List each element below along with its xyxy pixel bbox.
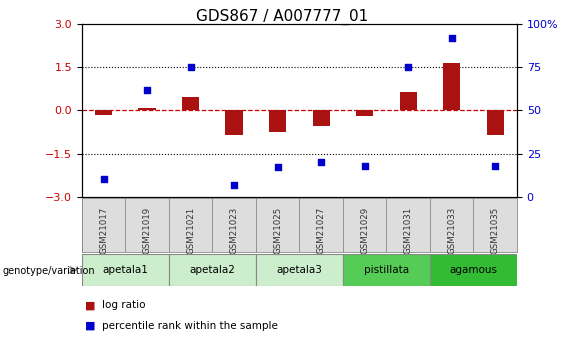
Bar — [95, 110, 112, 115]
Bar — [169, 254, 256, 286]
Text: apetala1: apetala1 — [102, 265, 149, 275]
Bar — [443, 63, 460, 110]
Text: apetala3: apetala3 — [276, 265, 323, 275]
Text: GSM21021: GSM21021 — [186, 206, 195, 254]
Text: ■: ■ — [85, 321, 95, 331]
Bar — [356, 110, 373, 116]
Text: GSM21033: GSM21033 — [447, 206, 456, 254]
Bar — [312, 110, 330, 126]
Bar — [430, 254, 517, 286]
Bar — [182, 98, 199, 110]
Point — [186, 65, 195, 70]
Bar — [343, 254, 430, 286]
Text: GDS867 / A007777_01: GDS867 / A007777_01 — [197, 9, 368, 25]
Point — [490, 163, 500, 168]
Text: GSM21027: GSM21027 — [317, 206, 325, 254]
Bar — [82, 254, 169, 286]
Point — [316, 159, 325, 165]
Bar — [399, 92, 417, 110]
Text: apetala2: apetala2 — [189, 265, 236, 275]
Point — [229, 182, 238, 187]
Bar — [225, 110, 243, 135]
Text: percentile rank within the sample: percentile rank within the sample — [102, 321, 277, 331]
Bar — [269, 110, 286, 132]
Text: GSM21017: GSM21017 — [99, 206, 108, 254]
Text: pistillata: pistillata — [364, 265, 409, 275]
Text: ■: ■ — [85, 300, 95, 310]
Text: agamous: agamous — [450, 265, 497, 275]
Text: GSM21031: GSM21031 — [404, 206, 412, 254]
Point — [99, 177, 108, 182]
Point — [360, 163, 370, 168]
Bar — [138, 108, 156, 110]
Text: log ratio: log ratio — [102, 300, 145, 310]
Text: genotype/variation: genotype/variation — [3, 266, 95, 276]
Point — [403, 65, 412, 70]
Point — [142, 87, 151, 92]
Point — [447, 35, 457, 41]
Bar — [256, 254, 343, 286]
Text: GSM21019: GSM21019 — [143, 206, 151, 254]
Text: GSM21029: GSM21029 — [360, 206, 369, 254]
Text: GSM21035: GSM21035 — [491, 206, 499, 254]
Text: GSM21023: GSM21023 — [230, 206, 238, 254]
Point — [273, 165, 282, 170]
Text: GSM21025: GSM21025 — [273, 206, 282, 254]
Bar — [486, 110, 504, 135]
